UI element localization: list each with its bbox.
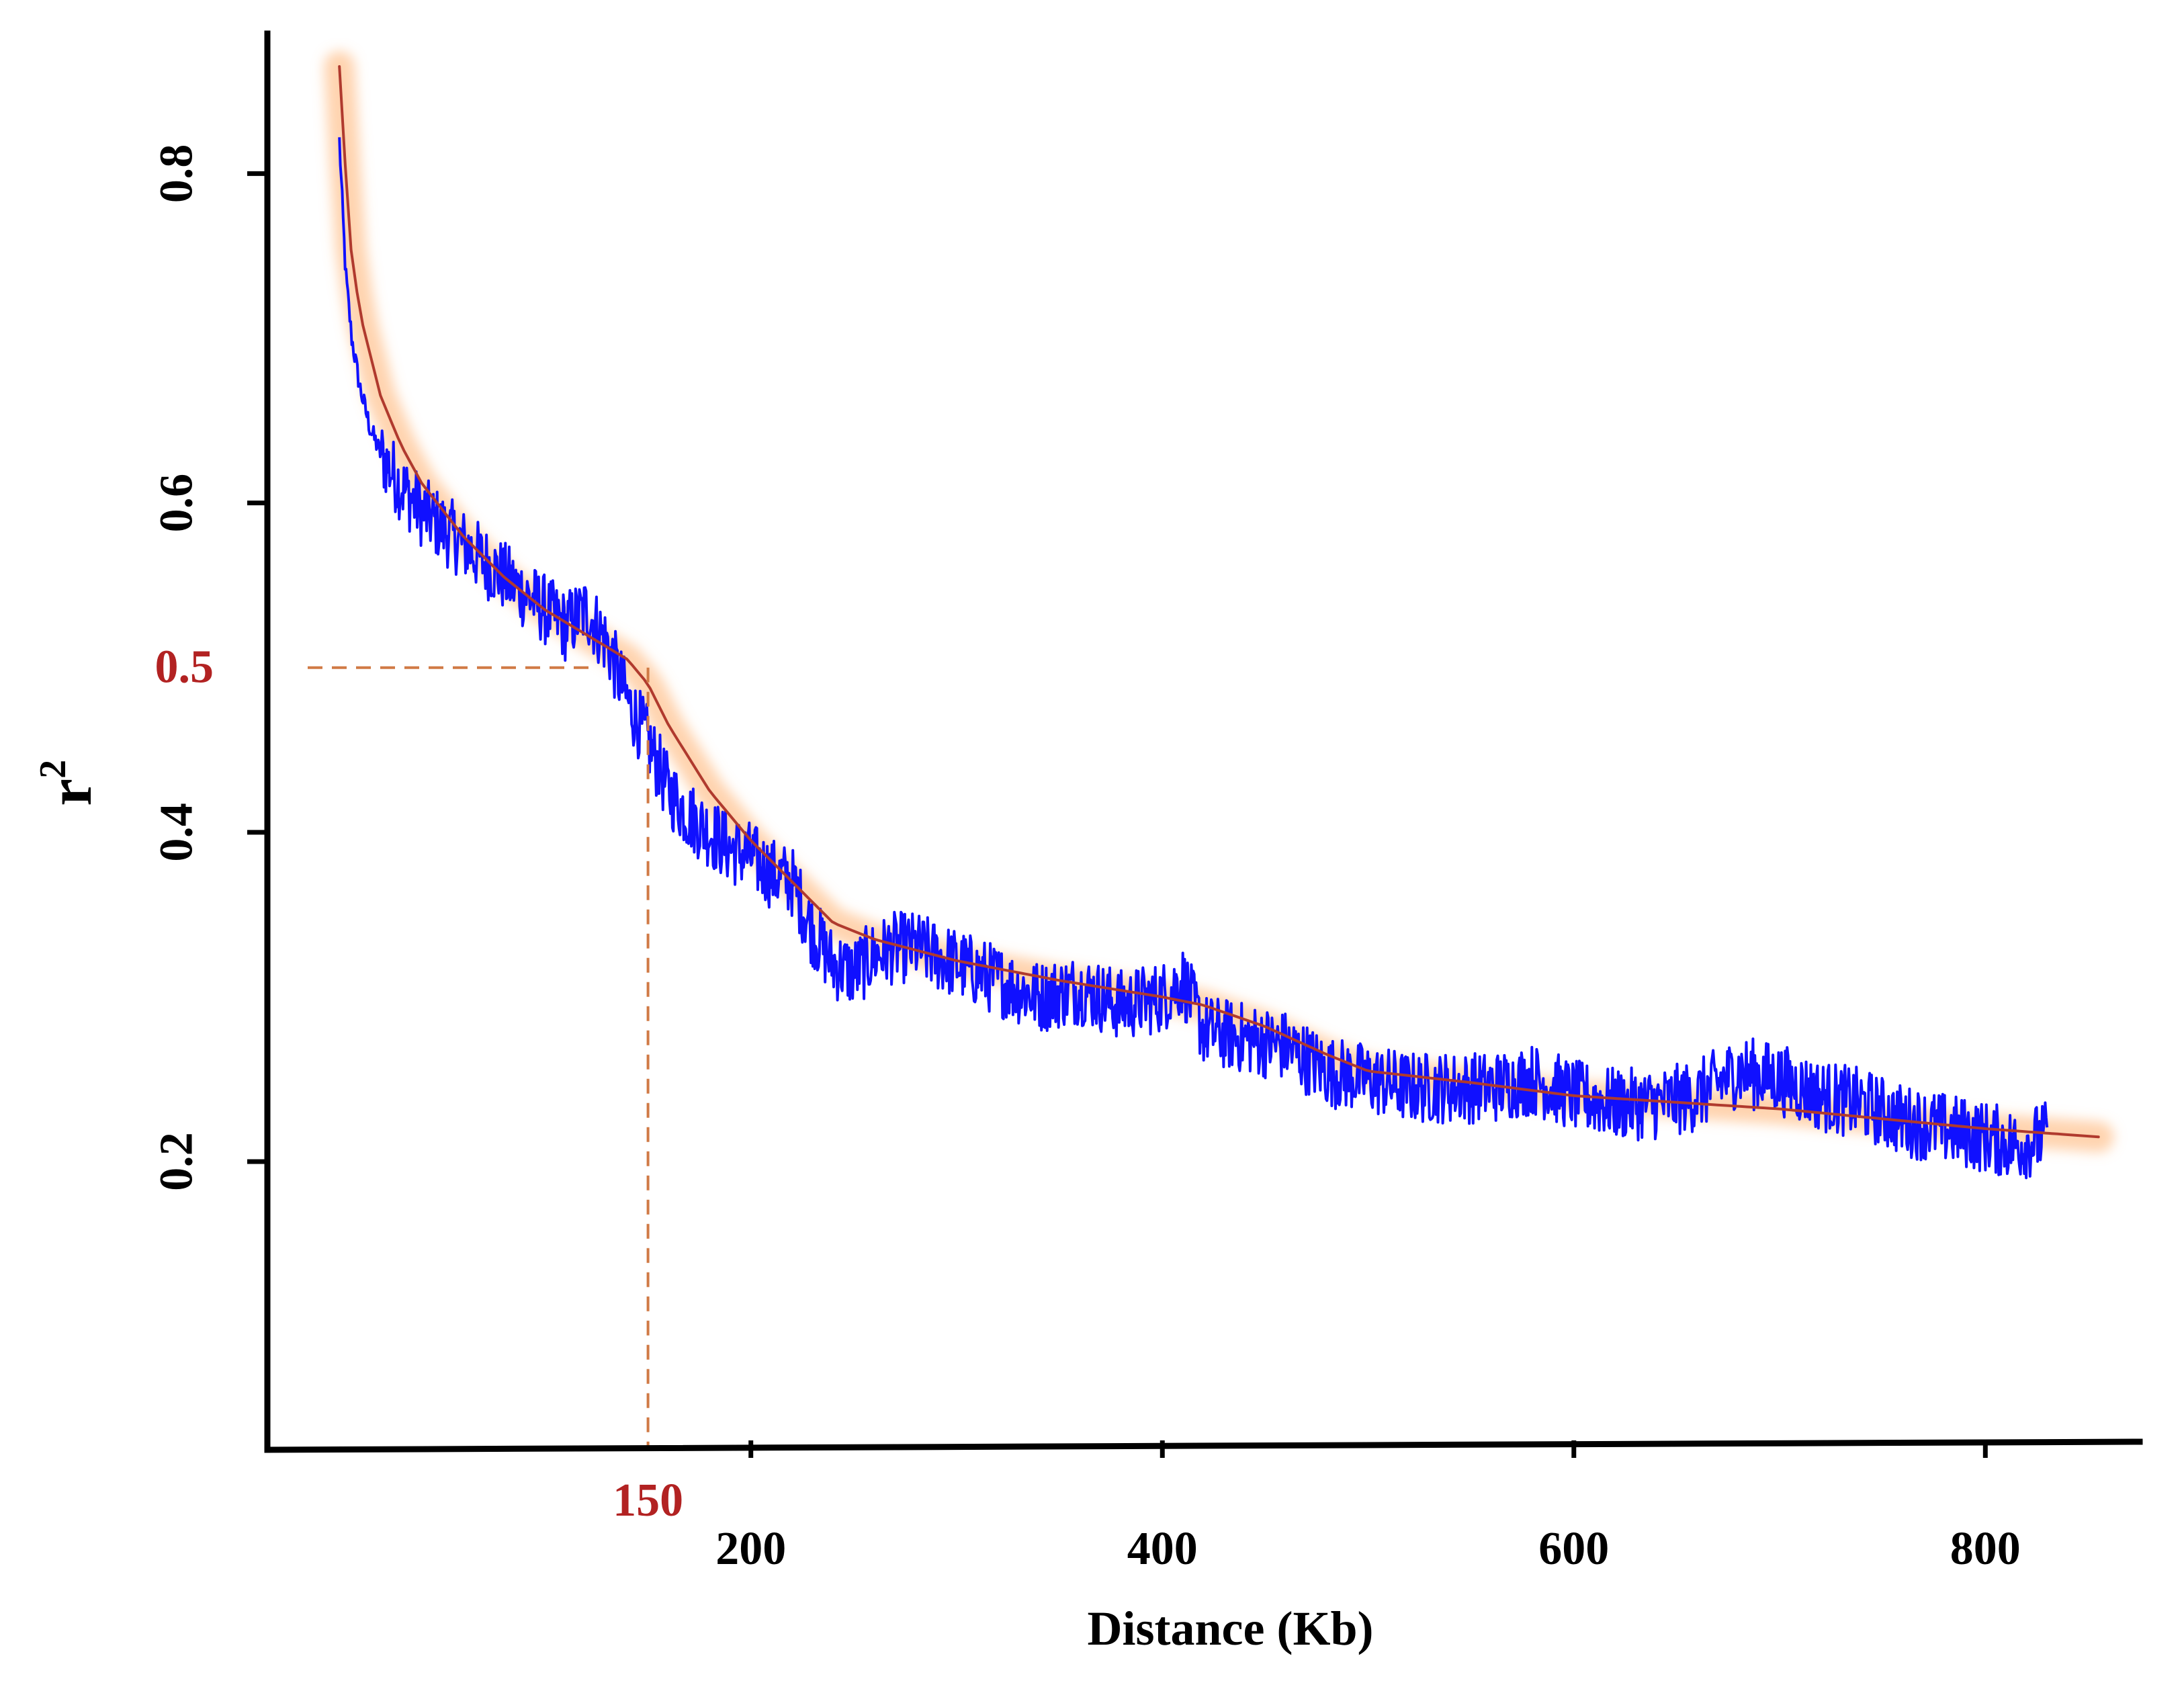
- axes: [264, 30, 2143, 1453]
- x-axis-title: Distance (Kb): [1088, 1602, 1374, 1655]
- ticks: 200 400 600 800 0.2 0.4 0.6 0.8: [151, 144, 2021, 1575]
- fit-curve-glow: [324, 51, 2114, 1153]
- plot-area: [308, 51, 2114, 1450]
- fit-curve-line: [338, 65, 2100, 1139]
- y-axis-title-base: r: [36, 779, 104, 806]
- x-tick-label-600: 600: [1538, 1523, 1609, 1575]
- x-tick-label-400: 400: [1127, 1523, 1198, 1575]
- annotation-label-0.5: 0.5: [155, 642, 214, 693]
- y-tick-label-0.4: 0.4: [151, 803, 203, 862]
- annotations: 0.5 150: [155, 642, 684, 1526]
- x-axis: [264, 1438, 2143, 1453]
- guide-layer: [308, 666, 650, 1450]
- y-tick-label-0.8: 0.8: [151, 144, 203, 204]
- y-tick-label-0.6: 0.6: [151, 474, 203, 533]
- annotation-label-150: 150: [613, 1475, 683, 1526]
- labels: Distance (Kb) r2: [32, 760, 1373, 1655]
- x-tick-label-200: 200: [715, 1523, 786, 1575]
- y-tick-label-0.2: 0.2: [151, 1132, 203, 1191]
- x-tick-label-800: 800: [1950, 1523, 2021, 1575]
- fit-glow-layer: [324, 51, 2114, 1153]
- fit-layer: [338, 65, 2100, 1139]
- y-axis-title-superscript: 2: [32, 760, 74, 779]
- y-axis-title: r2: [32, 760, 104, 806]
